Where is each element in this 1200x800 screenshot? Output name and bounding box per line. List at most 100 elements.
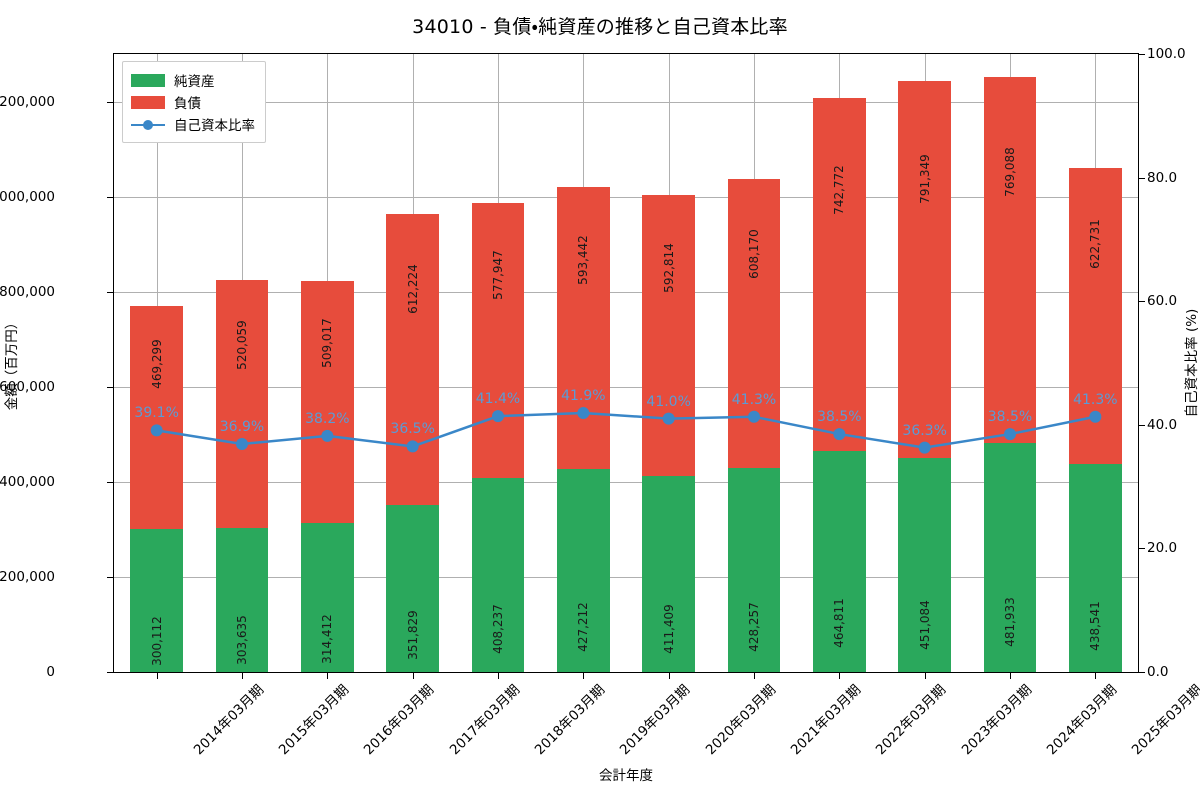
y-axis-left-tick-label: 1,200,000 [0, 93, 55, 110]
y-axis-right-tick-label: 40.0 [1147, 416, 1178, 433]
bar-segment-liability[interactable]: 769,088 [983, 77, 1037, 443]
ratio-value-label: 38.5% [817, 409, 862, 426]
x-axis-tick-label: 2022年03月期 [873, 681, 950, 759]
bar-segment-equity[interactable]: 303,635 [215, 527, 269, 672]
bar-stack[interactable]: 351,829 612,224 [386, 213, 440, 672]
bar-value-label: 408,237 [490, 604, 505, 655]
bar-stack[interactable]: 408,237 577,947 [471, 203, 525, 672]
bar-stack[interactable]: 314,412 509,017 [300, 280, 354, 672]
x-axis-tick-mark [1010, 673, 1011, 679]
bar-segment-liability[interactable]: 612,224 [386, 213, 440, 505]
gridline [114, 576, 1138, 578]
y-axis-left-tick-mark [107, 672, 113, 673]
y-axis-right-tick-mark [1139, 301, 1145, 303]
bar-stack[interactable]: 438,541 622,731 [1068, 167, 1122, 672]
ratio-value-label: 38.2% [305, 410, 350, 427]
bar-stack[interactable]: 427,212 593,442 [556, 186, 610, 672]
bar-segment-liability[interactable]: 622,731 [1068, 167, 1122, 464]
y-axis-left-tick-label: 600,000 [0, 378, 55, 395]
chart-legend: 純資産 負債自己資本比率 [122, 61, 266, 143]
bar-segment-liability[interactable]: 509,017 [300, 280, 354, 523]
y-axis-left-tick-mark [107, 386, 113, 388]
x-axis-tick-label: 2018年03月期 [531, 681, 609, 759]
bar-segment-equity[interactable]: 464,811 [812, 451, 866, 672]
x-axis-tick-mark [242, 673, 243, 679]
bar-segment-liability[interactable]: 608,170 [727, 179, 781, 469]
bar-value-label: 427,212 [576, 602, 591, 653]
bar-segment-equity[interactable]: 451,084 [898, 457, 952, 672]
bar-value-label: 520,059 [234, 319, 249, 370]
y-axis-left-tick-label: 1,000,000 [0, 188, 55, 205]
x-axis-tick-label: 2016年03月期 [361, 681, 438, 759]
bar-segment-liability[interactable]: 592,814 [642, 194, 696, 477]
y-axis-right-tick-label: 0.0 [1147, 664, 1169, 680]
y-axis-left-title: 金額（百万円） [4, 315, 20, 411]
bar-value-label: 438,541 [1088, 601, 1103, 651]
bar-value-label: 469,299 [149, 339, 164, 390]
bar-segment-equity[interactable]: 481,933 [983, 442, 1037, 672]
bar-segment-equity[interactable]: 411,409 [642, 476, 696, 672]
bar-stack[interactable]: 481,933 769,088 [983, 77, 1037, 672]
bar-stack[interactable]: 300,112 469,299 [130, 306, 184, 672]
ratio-value-label: 36.9% [219, 418, 265, 435]
bar-segment-liability[interactable]: 520,059 [215, 280, 269, 528]
y-axis-left-tick-label: 0 [46, 664, 55, 680]
bar-segment-equity[interactable]: 351,829 [386, 504, 440, 672]
bar-value-label: 300,112 [149, 615, 164, 666]
bar-segment-equity[interactable]: 300,112 [130, 529, 184, 672]
x-axis-tick-mark [412, 673, 414, 679]
x-axis-tick-label: 2021年03月期 [787, 681, 865, 759]
bar-value-label: 428,257 [746, 602, 761, 653]
ratio-value-label: 41.3% [1073, 391, 1118, 408]
x-axis-tick-mark [924, 673, 926, 679]
legend-item[interactable]: 負債 [131, 91, 255, 113]
y-axis-right-tick-mark [1139, 672, 1145, 673]
bar-value-label: 481,933 [1002, 596, 1017, 647]
bar-segment-equity[interactable]: 438,541 [1068, 463, 1122, 672]
bar-segment-liability[interactable]: 593,442 [556, 186, 610, 469]
bar-segment-equity[interactable]: 428,257 [727, 468, 781, 672]
bar-stack[interactable]: 303,635 520,059 [215, 280, 269, 672]
legend-item-label: 自己資本比率 [174, 118, 255, 134]
bar-segment-equity[interactable]: 427,212 [556, 468, 610, 672]
x-axis-tick-label: 2025年03月期 [1129, 681, 1200, 759]
bar-value-label: 791,349 [917, 154, 932, 204]
legend-color-swatch-icon [131, 95, 165, 109]
legend-item[interactable]: 純資産 [131, 69, 255, 91]
legend-line-marker-icon [131, 118, 165, 131]
y-axis-left-tick-mark [107, 101, 113, 103]
x-axis-tick-label: 2023年03月期 [958, 681, 1035, 759]
x-axis-tick-mark [327, 673, 329, 679]
y-axis-right-tick-mark [1139, 548, 1145, 550]
legend-item[interactable]: 自己資本比率 [131, 113, 255, 135]
ratio-value-label: 36.3% [902, 422, 947, 439]
y-axis-left-tick-mark [107, 196, 113, 198]
ratio-polyline [157, 413, 1096, 448]
bar-stack[interactable]: 464,811 742,772 [812, 97, 866, 672]
x-axis-tick-mark [498, 673, 499, 679]
bar-segment-liability[interactable]: 577,947 [471, 203, 525, 478]
ratio-value-label: 41.4% [475, 391, 521, 408]
bar-value-label: 769,088 [1002, 147, 1017, 198]
bar-value-label: 622,731 [1088, 219, 1103, 270]
bar-stack[interactable]: 451,084 791,349 [898, 81, 952, 672]
bar-stack[interactable]: 411,409 592,814 [642, 194, 696, 672]
bar-value-label: 592,814 [661, 243, 676, 293]
legend-color-swatch-icon [131, 73, 165, 87]
x-axis-tick-mark [754, 673, 755, 679]
bar-stack[interactable]: 428,257 608,170 [727, 179, 781, 672]
gridline [114, 291, 1138, 293]
y-axis-left-tick-label: 400,000 [0, 473, 55, 490]
bar-segment-equity[interactable]: 314,412 [300, 522, 354, 672]
bar-value-label: 577,947 [490, 249, 505, 300]
gridline [114, 386, 1138, 388]
x-axis-tick-mark [1095, 673, 1097, 679]
x-axis-title: 会計年度 [599, 768, 653, 784]
bar-segment-equity[interactable]: 408,237 [471, 477, 525, 672]
y-axis-left-tick-mark [107, 576, 113, 578]
bar-segment-liability[interactable]: 791,349 [898, 81, 952, 458]
gridline [114, 101, 1138, 103]
bar-segment-liability[interactable]: 742,772 [812, 97, 866, 452]
bar-value-label: 612,224 [405, 264, 420, 315]
y-axis-right-tick-mark [1139, 177, 1145, 179]
